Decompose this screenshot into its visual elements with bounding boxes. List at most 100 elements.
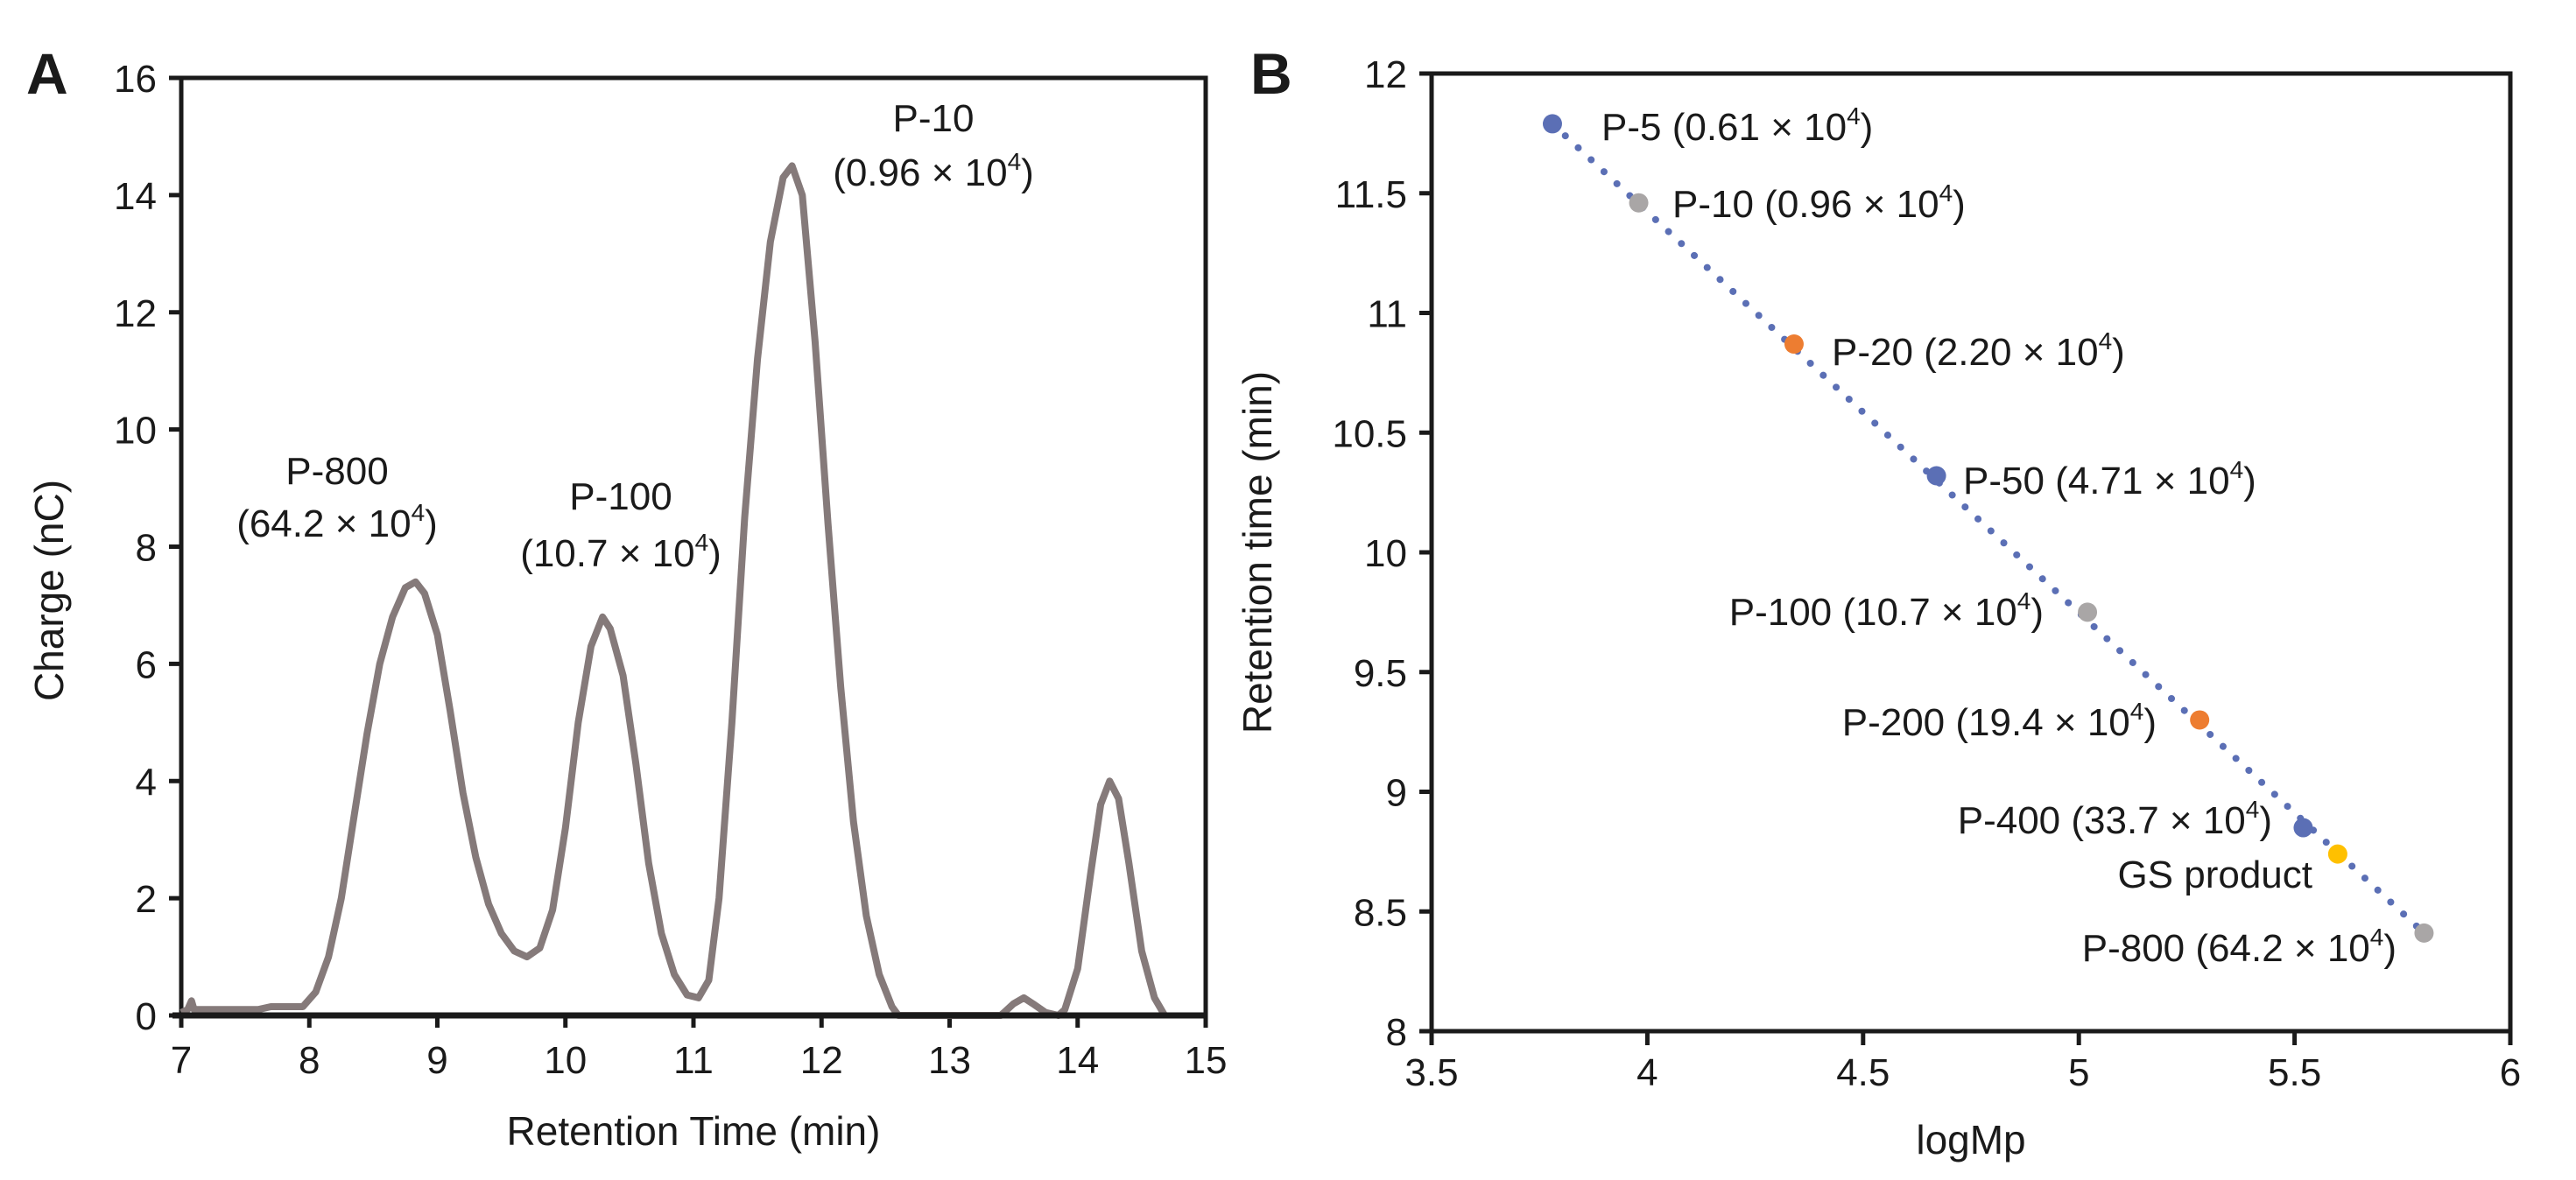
annotation-mw-close: ) <box>425 502 438 545</box>
y-tick-label-a: 16 <box>114 58 157 101</box>
annotation-mw-close: ) <box>708 532 721 575</box>
y-tick-label-b: 9 <box>1386 772 1407 815</box>
x-tick-label-b: 5 <box>2068 1051 2089 1094</box>
data-point-p-10 <box>1629 193 1649 213</box>
point-label: P-20 (2.20 × 104) <box>1832 327 2125 374</box>
point-label: P-50 (4.71 × 104) <box>1963 456 2256 502</box>
x-tick-label-a: 15 <box>1185 1039 1228 1082</box>
point-label: P-400 (33.7 × 104) <box>1958 796 2272 842</box>
point-label-value: (0.96 × 10 <box>1754 183 1939 226</box>
y-tick-label-b: 8.5 <box>1354 891 1407 934</box>
y-tick-label-b: 12 <box>1364 53 1407 96</box>
point-label-name: P-800 <box>2082 927 2185 970</box>
y-axis-label-a: Charge (nC) <box>26 480 72 701</box>
data-point-p-400 <box>2293 818 2313 838</box>
point-label-exponent: 4 <box>2246 796 2260 823</box>
annotation-mw-exponent: 4 <box>1008 148 1022 175</box>
annotation-mw-close: ) <box>1021 151 1034 194</box>
annotation-mw: (0.96 × 104) <box>833 148 1034 194</box>
y-tick-label-a: 8 <box>136 527 157 570</box>
point-label-value: (10.7 × 10 <box>1832 591 2017 634</box>
x-tick-label-b: 4 <box>1636 1051 1658 1094</box>
y-tick-label-b: 8 <box>1386 1011 1407 1054</box>
point-label: GS product <box>2117 853 2312 896</box>
y-tick-label-b: 9.5 <box>1354 652 1407 695</box>
point-label-name: P-200 <box>1842 701 1945 744</box>
point-label-exponent: 4 <box>1847 102 1861 130</box>
x-tick-label-a: 10 <box>544 1039 587 1082</box>
point-label-close: ) <box>1953 183 1966 226</box>
annotation-mw-value: (0.96 × 10 <box>833 151 1007 194</box>
y-tick-label-a: 2 <box>136 878 157 921</box>
data-point-p-50 <box>1926 466 1946 486</box>
x-tick-label-b: 3.5 <box>1404 1051 1458 1094</box>
point-label-exponent: 4 <box>2130 698 2144 725</box>
chart-a: 7 8 9 10 11 12 13 14 15 0 2 4 6 8 10 12 14 16 Retention … <box>26 58 1227 1154</box>
point-label-name: P-5 <box>1601 106 1661 149</box>
y-tick-label-a: 14 <box>114 175 157 218</box>
y-tick-label-b: 10 <box>1364 532 1407 575</box>
point-label-exponent: 4 <box>2099 327 2113 355</box>
data-point-gs-product <box>2327 844 2347 864</box>
y-tick-label-a: 6 <box>136 643 157 686</box>
peak-annotation-p-800: P-800 (64.2 × 104) <box>236 450 438 545</box>
annotation-mw-value: (64.2 × 10 <box>236 502 411 545</box>
x-tick-label-b: 5.5 <box>2268 1051 2321 1094</box>
y-tick-label-b: 11 <box>1367 293 1407 336</box>
point-label-close: ) <box>1861 106 1874 149</box>
point-label-close: ) <box>2259 799 2272 842</box>
point-label-exponent: 4 <box>2230 456 2244 483</box>
annotation-mw: (64.2 × 104) <box>236 499 438 545</box>
x-axis-label-a: Retention Time (min) <box>507 1108 881 1154</box>
point-label-name: P-20 <box>1832 331 1913 374</box>
point-label: P-100 (10.7 × 104) <box>1729 587 2044 634</box>
point-label-close: ) <box>2383 927 2397 970</box>
point-label-close: ) <box>2243 460 2256 502</box>
chart-b: 3.5 4 4.5 5 5.5 6 8 8.5 9 9.5 10 10.5 11 11.5 12 logM… <box>1235 53 2521 1162</box>
point-label: P-5 (0.61 × 104) <box>1601 102 1873 149</box>
y-tick-label-a: 4 <box>136 761 157 804</box>
x-tick-label-a: 12 <box>800 1039 843 1082</box>
y-tick-label-a: 12 <box>114 292 157 335</box>
data-point-p-200 <box>2190 710 2210 730</box>
point-label-value: (4.71 × 10 <box>2045 460 2230 502</box>
annotation-mw-exponent: 4 <box>695 529 709 556</box>
data-point-p-100 <box>2078 602 2098 622</box>
point-label-exponent: 4 <box>1939 179 1953 207</box>
annotation-mw: (10.7 × 104) <box>520 529 721 575</box>
x-tick-label-a: 8 <box>299 1039 320 1082</box>
x-tick-label-a: 7 <box>171 1039 192 1082</box>
point-label-exponent: 4 <box>2370 924 2384 951</box>
x-tick-label-a: 14 <box>1056 1039 1099 1082</box>
point-label-name: GS product <box>2117 853 2312 896</box>
point-label-value: (33.7 × 10 <box>2060 799 2246 842</box>
data-point-p-5 <box>1542 114 1562 134</box>
point-label-name: P-50 <box>1963 460 2045 502</box>
plot-frame-b <box>1429 71 2513 1034</box>
y-axis-label-b: Retention time (min) <box>1235 371 1280 734</box>
point-label-close: ) <box>2143 701 2157 744</box>
point-label: P-200 (19.4 × 104) <box>1842 698 2157 744</box>
panel-label-a: A <box>26 41 68 106</box>
point-label-value: (19.4 × 10 <box>1945 701 2130 744</box>
annotation-mw-value: (10.7 × 10 <box>520 532 694 575</box>
point-label-name: P-10 <box>1672 183 1754 226</box>
point-label-close: ) <box>2112 331 2125 374</box>
y-tick-label-b: 10.5 <box>1332 412 1407 455</box>
point-label: P-10 (0.96 × 104) <box>1672 179 1966 226</box>
x-tick-label-a: 9 <box>426 1039 447 1082</box>
annotation-name: P-10 <box>893 97 975 140</box>
point-label-name: P-100 <box>1729 591 1832 634</box>
point-label-close: ) <box>2031 591 2044 634</box>
point-label-exponent: 4 <box>2017 587 2031 615</box>
point-label: P-800 (64.2 × 104) <box>2082 924 2397 970</box>
point-label-value: (0.61 × 10 <box>1661 106 1847 149</box>
data-point-p-20 <box>1784 334 1804 355</box>
x-tick-label-b: 6 <box>2500 1051 2521 1094</box>
point-label-value: (64.2 × 10 <box>2185 927 2370 970</box>
x-tick-label-b: 4.5 <box>1836 1051 1890 1094</box>
point-label-name: P-400 <box>1958 799 2060 842</box>
peak-annotation-p-100: P-100 (10.7 × 104) <box>520 475 721 575</box>
annotation-name: P-800 <box>285 450 388 493</box>
